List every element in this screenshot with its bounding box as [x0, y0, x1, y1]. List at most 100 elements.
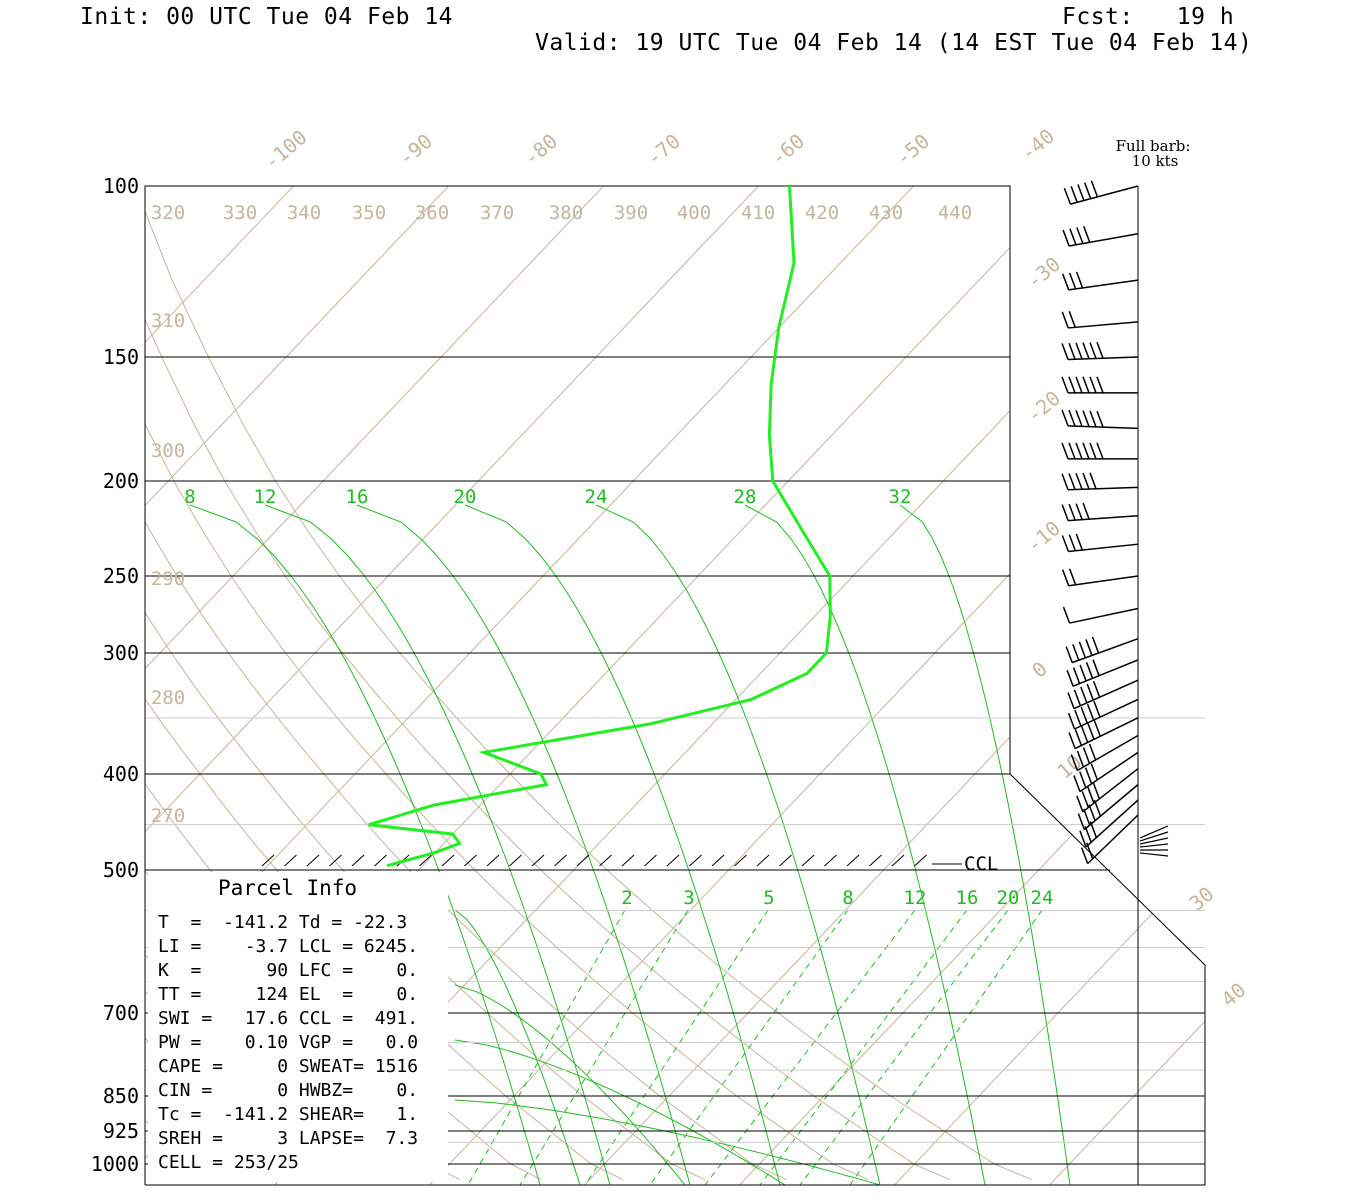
isotherm-label: 0 — [1027, 657, 1052, 683]
barb-staff — [1068, 486, 1139, 491]
wind-barb — [1077, 784, 1139, 831]
parcel-row: PW = 0.10 VGP = 0.0 — [158, 1032, 419, 1053]
barb-feather — [1082, 442, 1090, 460]
barb-feather — [1076, 750, 1085, 768]
barb-feather — [1079, 664, 1087, 682]
wind-barb — [1061, 568, 1139, 587]
barb-feather — [1082, 747, 1091, 764]
barb-staff — [1071, 637, 1139, 664]
barb-feather — [1068, 311, 1076, 328]
barb-feather — [1087, 786, 1095, 804]
barb-feather — [1061, 569, 1070, 587]
wind-barb — [1080, 814, 1139, 865]
barb-feather — [1139, 852, 1169, 857]
barb-feather — [1061, 473, 1069, 491]
pressure-grid — [145, 356, 1205, 1165]
barb-feather — [1075, 410, 1083, 427]
barb-feather — [1068, 534, 1077, 552]
wind-barb — [1070, 734, 1139, 772]
barb-feather — [1061, 442, 1069, 460]
isotherm-label: -30 — [1022, 252, 1065, 294]
barb-feather — [1066, 669, 1074, 687]
hatch-mark — [464, 854, 477, 867]
wind-barb — [1079, 799, 1139, 848]
barb-feather — [1092, 659, 1100, 676]
hatch-mark — [576, 854, 590, 867]
hatch-mark — [329, 854, 342, 867]
mixing-ratio-line — [584, 909, 769, 1185]
barb-feather — [1070, 754, 1079, 771]
parcel-row: LI = -3.7 LCL = 6245. — [158, 936, 419, 957]
parcel-row: TT = 124 EL = 0. — [158, 984, 419, 1005]
saturated-adiabat — [899, 504, 1071, 1185]
barb-feather — [1076, 227, 1084, 244]
barb-feather — [1139, 825, 1169, 839]
theta-label: 360 — [415, 202, 449, 224]
mixing-ratio-label: 2 — [621, 887, 632, 909]
hatch-mark — [846, 854, 860, 867]
barb-feather — [1061, 311, 1069, 329]
hatch-mark — [779, 854, 792, 867]
barb-staff — [1068, 575, 1139, 587]
barb-feather — [1068, 473, 1076, 490]
hatch-mark — [869, 854, 882, 867]
saturated-adiabat-label: 28 — [734, 486, 757, 508]
barb-feather — [1139, 831, 1169, 842]
barb-staff — [1072, 659, 1139, 687]
wind-barb — [1063, 180, 1139, 205]
barb-feather — [1082, 410, 1090, 427]
parcel-info-title: Parcel Info — [218, 876, 358, 900]
hatch-mark — [891, 854, 905, 867]
isotherm-label: -20 — [1022, 386, 1065, 428]
wind-barb — [1065, 636, 1139, 664]
theta-label: 420 — [805, 202, 839, 224]
barb-feather — [1075, 503, 1083, 520]
frame-outline — [144, 185, 1206, 1186]
barb-staff — [1083, 784, 1139, 831]
parcel-row: T = -141.2 Td = -22.3 — [158, 912, 408, 933]
isotherm-line — [701, 186, 1205, 1185]
barb-staff — [1077, 734, 1139, 772]
barb-feather — [1083, 182, 1092, 199]
barb-feather — [1091, 636, 1100, 654]
pressure-label: 150 — [103, 345, 139, 369]
saturated-adiabat — [356, 504, 691, 1185]
mixing-ratio-label: 8 — [842, 887, 853, 909]
pressure-label: 1000 — [91, 1152, 139, 1176]
pressure-label: 200 — [103, 469, 139, 493]
diagram-frame — [144, 185, 1206, 1186]
isotherm-line — [1166, 186, 1205, 1185]
hatch-mark — [441, 854, 455, 867]
wind-barb — [1062, 226, 1139, 247]
hatch-mark — [351, 854, 365, 867]
barb-feather — [1072, 667, 1081, 684]
barb-feather — [1082, 472, 1090, 490]
barb-feather — [1080, 726, 1089, 743]
barb-feather — [1068, 732, 1076, 749]
isotherm-label: -80 — [519, 129, 562, 171]
barb-feather — [1078, 641, 1087, 659]
barb-feather — [1081, 791, 1090, 808]
pressure-label: 700 — [103, 1001, 139, 1025]
barb-staff — [1068, 233, 1139, 247]
hatch-mark — [621, 854, 635, 867]
barb-feather — [1089, 410, 1097, 428]
hatch-mark — [306, 854, 320, 867]
barb-staff — [1085, 799, 1139, 848]
mixing-ratio-label: 12 — [904, 887, 927, 909]
isotherm-line — [145, 186, 642, 1185]
barb-staff — [1070, 185, 1139, 205]
saturated-adiabat — [595, 504, 881, 1185]
barb-feather — [1139, 837, 1169, 845]
barb-feather — [1089, 376, 1097, 394]
theta-label: 300 — [151, 440, 185, 462]
pressure-label: 850 — [103, 1084, 139, 1108]
theta-label: 270 — [151, 805, 185, 827]
mixing-ratio-label: 5 — [763, 887, 774, 909]
barb-staff — [1073, 679, 1139, 710]
barb-feather — [1074, 729, 1083, 746]
barb-feather — [1083, 226, 1091, 243]
pressure-label: 100 — [103, 174, 139, 198]
wind-barb — [1061, 442, 1138, 460]
hatch-mark — [374, 854, 387, 867]
